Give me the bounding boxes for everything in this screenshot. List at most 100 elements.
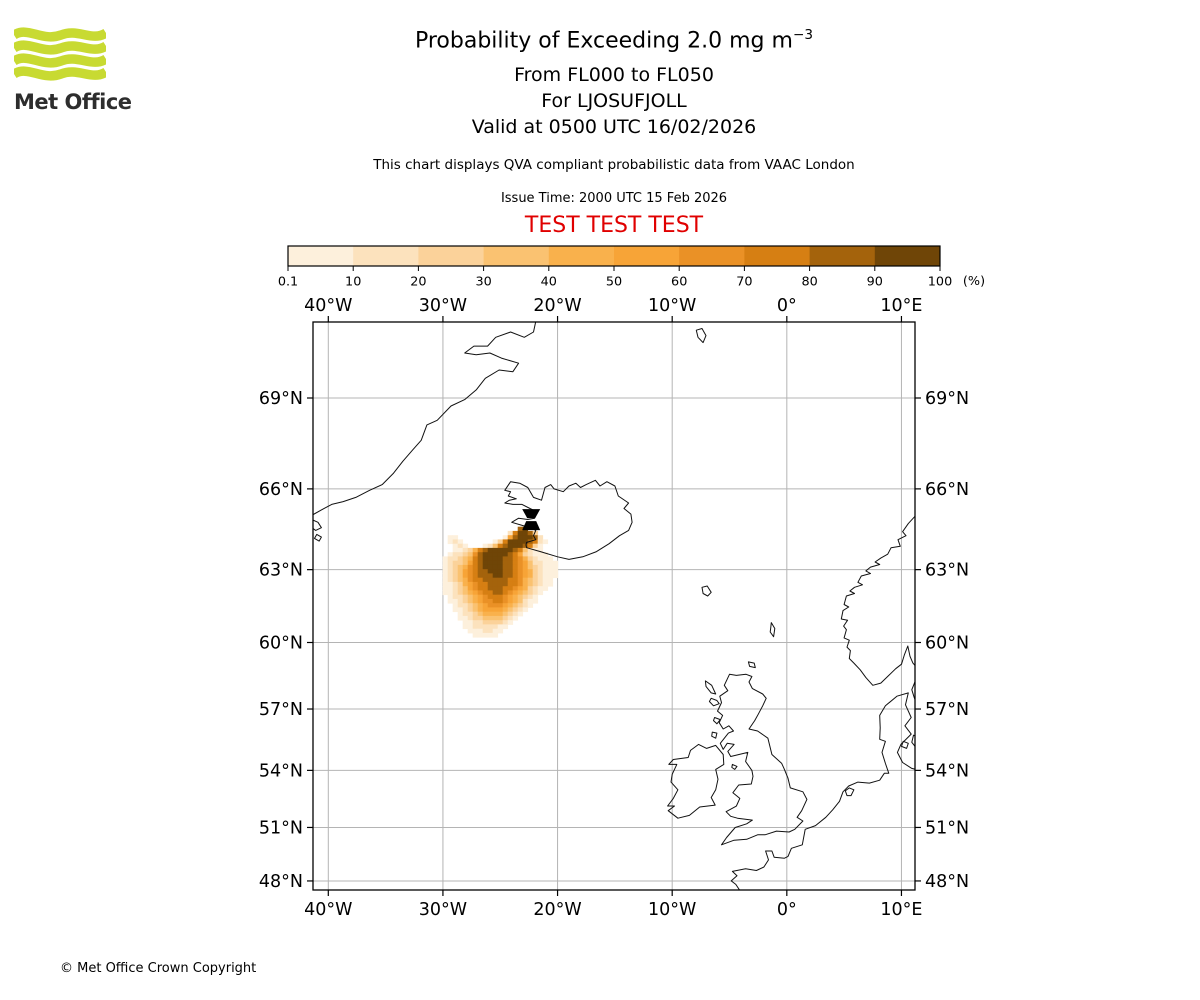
page-title-exponent: −3 [792, 27, 814, 43]
coastline-norway-coast [840, 516, 915, 686]
plume-cell [507, 569, 514, 574]
plume-cell [522, 594, 529, 600]
plume-cell [512, 594, 519, 600]
plume-cell [467, 581, 474, 587]
plume-layer [442, 526, 559, 638]
plume-cell [497, 598, 504, 604]
lon-label-bottom: 40°W [304, 900, 352, 920]
plume-cell [467, 556, 474, 562]
plume-cell [522, 586, 529, 591]
plume-cell [492, 598, 499, 604]
lon-label-bottom: 10°W [648, 900, 696, 920]
plume-cell [502, 598, 509, 604]
copyright-notice: © Met Office Crown Copyright [60, 961, 257, 976]
plume-cell [457, 560, 464, 566]
plume-cell [452, 586, 459, 591]
plume-cell [497, 543, 504, 549]
plume-cell [532, 577, 539, 583]
plume-cell [537, 547, 544, 553]
plume-cell [457, 569, 464, 574]
plume-cell [507, 603, 514, 608]
plume-cell [502, 624, 509, 630]
plume-cell [502, 535, 509, 540]
plume-cell [472, 564, 479, 570]
plume-cell [482, 569, 489, 574]
plume-cell [487, 632, 494, 638]
plume-cell [532, 569, 539, 574]
plume-cell [472, 632, 479, 638]
plume-cell [462, 615, 469, 621]
plume-cell [502, 564, 509, 570]
plume-cell [527, 577, 534, 583]
plume-cell [477, 547, 484, 553]
plume-cell [487, 607, 494, 613]
plume-cell [517, 530, 524, 536]
plume-cell [497, 620, 504, 625]
plume-cell [497, 573, 504, 579]
plume-cell [467, 594, 474, 600]
plume-cell [447, 552, 454, 557]
plume-cell [517, 564, 524, 570]
plume-cell [462, 564, 469, 570]
colorbar-tick-label: 40 [541, 275, 557, 290]
plume-cell [477, 607, 484, 613]
colorbar-tick-label: 50 [606, 275, 622, 290]
plume-cell [482, 615, 489, 621]
plume-cell [522, 552, 529, 557]
plume-cell [507, 564, 514, 570]
plume-cell [517, 598, 524, 604]
plume-cell [522, 543, 529, 549]
lon-label-bottom: 30°W [419, 900, 467, 920]
plume-cell [527, 556, 534, 562]
plume-cell [502, 547, 509, 553]
plume-cell [552, 569, 559, 574]
plume-cell [482, 603, 489, 608]
plume-cell [537, 573, 544, 579]
colorbar-segment [874, 246, 941, 266]
plume-cell [517, 607, 524, 613]
plume-cell [467, 560, 474, 566]
plume-cell [512, 607, 519, 613]
plume-cell [487, 573, 494, 579]
plume-cell [537, 590, 544, 596]
plume-cell [477, 586, 484, 591]
plume-cell [482, 586, 489, 591]
plume-cell [512, 611, 519, 617]
coastline-greenland-coast [313, 322, 537, 515]
logo-wave-1 [14, 40, 106, 55]
plume-cell [542, 552, 549, 557]
plume-cell [532, 590, 539, 596]
colorbar-tick-label: 0.1 [278, 275, 298, 290]
lon-label-top: 0° [777, 296, 797, 316]
plume-cell [447, 594, 454, 600]
plume-cell [537, 560, 544, 566]
plume-cell [482, 607, 489, 613]
colorbar-tick-label: 20 [410, 275, 426, 290]
plume-cell [517, 547, 524, 553]
plume-cell [472, 611, 479, 617]
plume-cell [512, 581, 519, 587]
plume-cell [447, 573, 454, 579]
plume-cell [547, 581, 554, 587]
plume-cell [502, 594, 509, 600]
plume-cell [497, 624, 504, 630]
plume-cell [497, 569, 504, 574]
plume-cell [502, 560, 509, 566]
plume-cell [517, 569, 524, 574]
plume-cell [462, 543, 469, 549]
lat-label-left: 51°N [259, 818, 303, 838]
plume-cell [457, 539, 464, 545]
plume-cell [487, 552, 494, 557]
plume-cell [512, 530, 519, 536]
plume-cell [467, 573, 474, 579]
colorbar-segment [614, 246, 680, 266]
plume-cell [517, 573, 524, 579]
plume-cell [522, 535, 529, 540]
plume-cell [487, 594, 494, 600]
plume-cell [497, 552, 504, 557]
plume-cell [467, 603, 474, 608]
plume-cell [497, 607, 504, 613]
plume-cell [507, 594, 514, 600]
